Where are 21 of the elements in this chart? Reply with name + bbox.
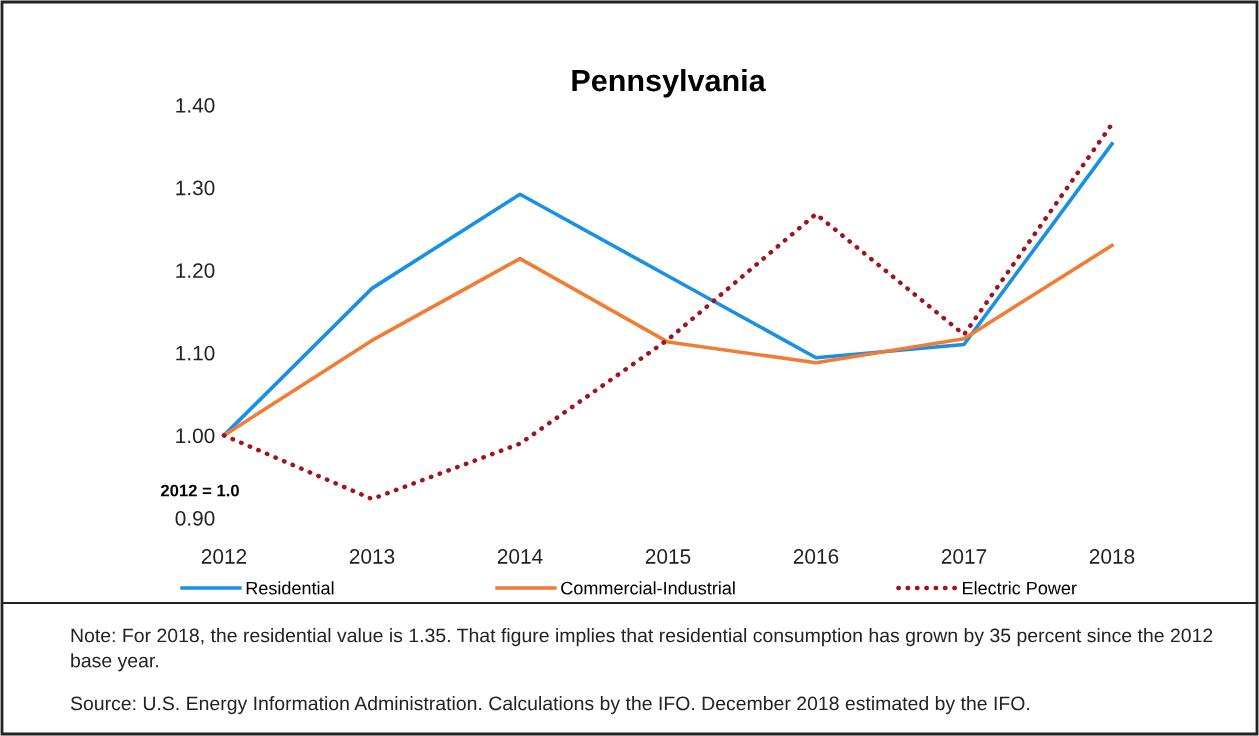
chart-title: Pennsylvania [572,68,766,98]
source-note: Source: U.S. Energy Information Administration. Calculations by the IFO. December 2018 estimated by the IFO. [70,696,1030,715]
annotation: 2012 = 1.0 [160,484,239,497]
text: Note: For 2018, the residential value is 1.35. That figure implies that residential consumption has grown by 35 percent since the 2012 base year. [71,628,1213,672]
x-tick-label: 2015 [645,549,691,564]
y-tick-label: 0.90 [175,511,215,526]
x-tick-label: 2018 [1089,549,1135,564]
x-tick-label: 2016 [793,549,839,564]
y-tick-label: 1.20 [176,263,215,278]
legend-label: Electric Power [963,581,1077,595]
line-series [222,243,1114,438]
y-tick-label: 1.40 [176,98,215,113]
y-tick-label: 1.10 [176,345,215,361]
y-tick-label: 1.00 [176,428,215,444]
legend-label: Residential [246,581,334,595]
x-tick-label: 2017 [941,549,987,564]
x-tick-label: 2014 [497,549,543,564]
x-tick-label: 2013 [349,549,395,564]
x-tick-label: 2012 [201,549,247,564]
y-tick-label: 1.30 [176,180,215,196]
legend-label: Commercial-Industrial [561,581,735,595]
